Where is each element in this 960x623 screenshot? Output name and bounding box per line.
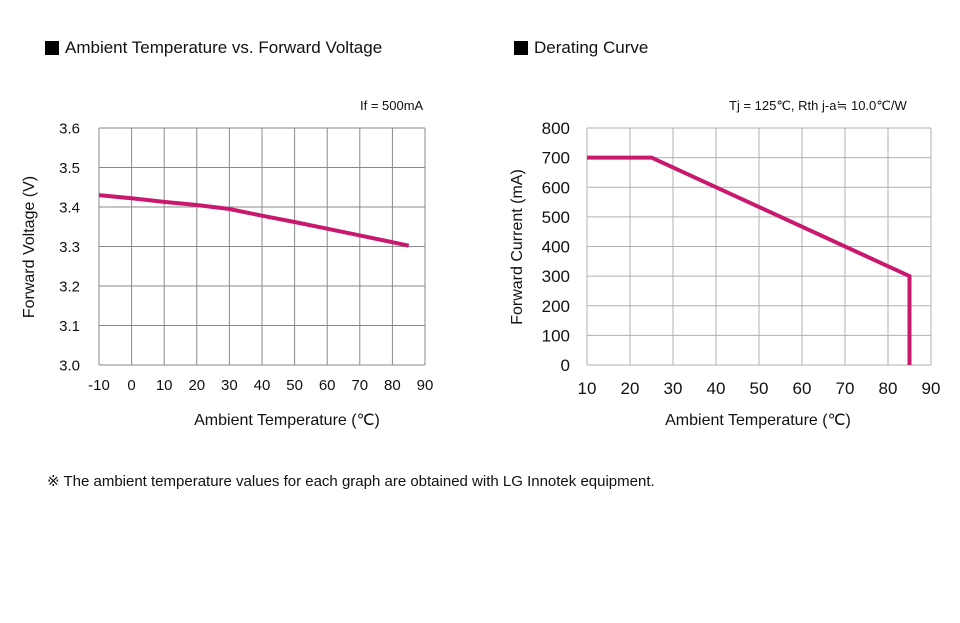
y-tick-label: 500 (542, 208, 570, 227)
x-tick-label: 10 (156, 377, 173, 394)
chart1-y-ticks: 3.0 3.1 3.2 3.3 3.4 3.5 3.6 (59, 120, 80, 374)
black-square-icon (45, 41, 59, 55)
chart1-section-title: Ambient Temperature vs. Forward Voltage (45, 38, 382, 58)
x-tick-label: 20 (621, 379, 640, 398)
y-tick-label: 3.2 (59, 278, 80, 295)
y-tick-label: 3.4 (59, 199, 80, 216)
x-tick-label: 90 (417, 377, 434, 394)
series-line (587, 155, 912, 365)
y-tick-label: 3.1 (59, 318, 80, 335)
x-tick-label: 30 (221, 377, 238, 394)
x-tick-label: 20 (188, 377, 205, 394)
chart1-grid (98, 127, 426, 366)
chart2-y-ticks: 0 100 200 300 400 500 600 700 800 (542, 119, 570, 375)
y-tick-label: 0 (561, 356, 570, 375)
x-tick-label: 10 (578, 379, 597, 398)
x-tick-label: 0 (127, 377, 135, 394)
x-tick-label: 70 (351, 377, 368, 394)
chart2-x-ticks: 10 20 30 40 50 60 70 80 90 (578, 379, 941, 398)
y-tick-label: 700 (542, 149, 570, 168)
chart2-condition: Tj = 125℃, Rth j-a≒ 10.0℃/W (729, 98, 907, 113)
y-tick-label: 300 (542, 267, 570, 286)
x-tick-label: 60 (793, 379, 812, 398)
y-tick-label: 200 (542, 297, 570, 316)
chart1-xlabel: Ambient Temperature (℃) (194, 412, 380, 429)
chart2-ylabel: Forward Current (mA) (509, 169, 526, 325)
y-tick-label: 3.3 (59, 239, 80, 256)
y-tick-label: 600 (542, 178, 570, 197)
y-tick-label: 3.5 (59, 160, 80, 177)
y-tick-label: 100 (542, 326, 570, 345)
chart1-series (98, 193, 410, 248)
y-tick-label: 3.0 (59, 357, 80, 374)
chart1-title-text: Ambient Temperature vs. Forward Voltage (65, 38, 383, 57)
x-tick-label: 40 (707, 379, 726, 398)
black-square-icon (514, 41, 528, 55)
x-tick-label: 90 (922, 379, 941, 398)
x-tick-label: 50 (286, 377, 303, 394)
x-tick-label: 50 (750, 379, 769, 398)
x-tick-label: -10 (88, 377, 110, 394)
chart1-ylabel: Forward Voltage (V) (21, 176, 38, 318)
chart2-section-title: Derating Curve (514, 38, 648, 58)
chart2-grid (586, 127, 932, 366)
y-tick-label: 800 (542, 119, 570, 138)
chart1-x-ticks: -10 0 10 20 30 40 50 60 70 80 90 (88, 377, 433, 394)
derating-curve-chart: 0 100 200 300 400 500 600 700 800 10 20 30 40 50 60 70… (509, 119, 940, 429)
forward-voltage-chart: 3.0 3.1 3.2 3.3 3.4 3.5 3.6 -10 0 10 20 30 40 50 60 70… (21, 120, 433, 429)
chart2-title-text: Derating Curve (534, 38, 649, 57)
x-tick-label: 70 (836, 379, 855, 398)
series-line (98, 193, 410, 248)
footnote: ※ The ambient temperature values for eac… (47, 473, 655, 490)
chart2-series (586, 155, 912, 366)
x-tick-label: 30 (664, 379, 683, 398)
y-tick-label: 400 (542, 238, 570, 257)
x-tick-label: 60 (319, 377, 336, 394)
chart2-xlabel: Ambient Temperature (℃) (665, 412, 851, 429)
x-tick-label: 40 (254, 377, 271, 394)
chart1-condition: If = 500mA (360, 98, 424, 113)
y-tick-label: 3.6 (59, 120, 80, 137)
x-tick-label: 80 (384, 377, 401, 394)
x-tick-label: 80 (879, 379, 898, 398)
